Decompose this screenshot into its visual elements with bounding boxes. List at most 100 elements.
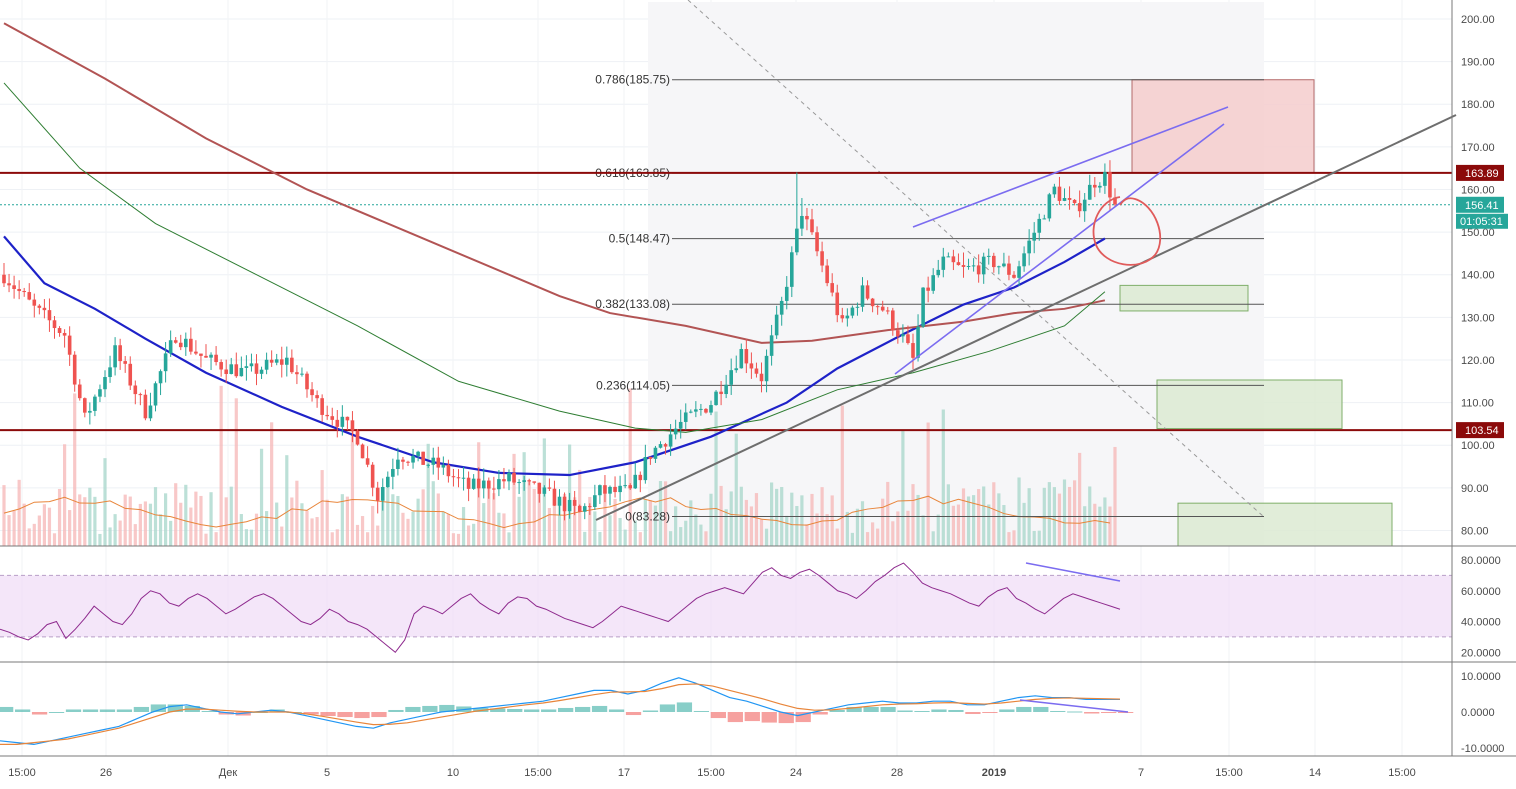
volume-bar [1093,503,1097,546]
macd-histogram-bar [795,712,811,723]
price-tick-label: 200.00 [1461,14,1495,26]
candle-body [891,310,895,331]
volume-bar [1073,480,1077,546]
candle-body [37,305,42,308]
price-level-badge [1456,164,1504,181]
volume-bar [689,500,693,546]
candle-body [633,474,638,489]
candle-body [118,345,122,362]
macd-histogram-bar [710,712,726,719]
candle-body [1037,218,1042,233]
macd-tick-label: 10.0000 [1461,671,1501,683]
time-tick-label: Дек [219,767,238,779]
candle-body [739,349,744,369]
candle-body [330,416,335,420]
trend-lines[interactable] [595,106,1457,521]
candle-body [628,485,632,489]
candle-body [22,291,26,293]
volume-bar [734,433,738,546]
volume-bar [961,488,966,546]
candle-body [184,338,188,348]
macd-histogram-bar [1067,711,1083,713]
volume-bar [17,479,21,546]
volume-bar [891,521,895,546]
macd-histogram-bar [965,712,981,715]
candle-body [936,269,941,276]
macd-histogram-bar [778,712,794,724]
macd-histogram-bar [31,712,48,715]
candle-body [416,451,420,457]
volume-bar [694,514,698,546]
volume-bar [871,522,875,546]
volume-bar [431,481,435,546]
candle-body [194,351,198,354]
macd-histogram-bar [744,712,760,722]
candle-body [305,373,309,390]
macd-histogram-bar [1016,706,1032,712]
candle-body [72,354,77,385]
fib-level-label: 0(83.28) [625,509,670,523]
price-tick-label: 100.00 [1461,440,1495,452]
volume-bar [845,511,849,546]
macd-histogram-bar [676,702,693,712]
candle-body [951,256,956,263]
volume-bar [547,507,551,546]
candle-body [481,480,486,489]
candle-body [264,359,269,370]
volume-bar [1017,477,1021,546]
candle-body [436,457,441,468]
fib-level-label: 0.236(114.05) [596,378,670,392]
volume-bar [123,494,127,546]
candle-body [759,373,764,382]
moving-average-line [3,82,1106,433]
macd-histogram-bar [507,708,523,712]
price-level-badge-label: 103.54 [1465,425,1499,437]
candle-body [1067,198,1072,200]
macd-histogram-bar [642,710,659,712]
volume-bar [972,495,976,546]
volume-bar [229,486,233,546]
volume-bar [810,493,814,546]
volume-bar [613,498,617,546]
volume-bar [744,499,748,546]
rsi-tick-label: 60.0000 [1461,586,1501,598]
volume-bar [224,497,228,546]
volume-bar [371,505,375,546]
volume-bar [966,496,971,546]
volume-bar [128,496,132,546]
macd-histogram-bar [625,712,642,716]
candle-body [522,480,526,483]
candle-body [779,300,784,315]
candle-body [375,487,380,501]
candle-body [168,340,173,354]
candle-body [658,444,663,448]
macd-histogram-bar [982,712,998,714]
candle-body [148,405,153,419]
volume-bar [1002,505,1006,546]
rsi-band [0,575,1452,637]
candle-body [229,364,234,374]
price-tick-label: 190.00 [1461,57,1495,69]
candle-body [279,359,284,365]
volume-bar [265,511,269,546]
macd-tick-label: 0.0000 [1461,707,1495,719]
candle-body [98,389,102,397]
candle-body [865,285,870,299]
macd-histogram-bar [1033,706,1049,712]
macd-histogram-bar [422,705,438,712]
volume-bar [411,511,415,546]
candle-body [1103,172,1107,186]
volume-bar [174,483,178,546]
target-zone [1131,79,1315,174]
candle-body [613,486,617,493]
candle-body [325,414,329,417]
candle-body [401,459,405,462]
volume-bar [1032,530,1036,546]
candle-body [62,332,67,336]
candle-body [830,283,834,293]
volume-bar [618,517,622,546]
volume-bar [98,533,102,546]
volume-bar [189,507,193,546]
